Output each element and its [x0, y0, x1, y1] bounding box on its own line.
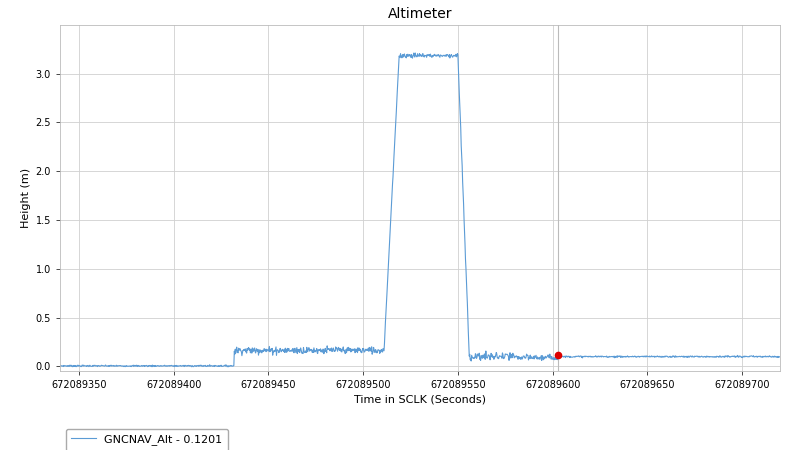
GNCNAV_Alt - 0.1201	[594, 354, 604, 360]
Title: Altimeter: Altimeter	[388, 7, 452, 21]
X-axis label: Time in SCLK (Seconds): Time in SCLK (Seconds)	[354, 395, 486, 405]
GNCNAV_Alt - 0.1201	[277, 349, 286, 355]
GNCNAV_Alt - 0.1201	[774, 354, 784, 360]
GNCNAV_Alt - 0.1201	[642, 353, 651, 359]
Line: GNCNAV_Alt - 0.1201: GNCNAV_Alt - 0.1201	[60, 53, 779, 367]
GNCNAV_Alt - 0.1201	[55, 363, 65, 368]
Legend: GNCNAV_Alt - 0.1201: GNCNAV_Alt - 0.1201	[66, 429, 228, 450]
GNCNAV_Alt - 0.1201	[187, 364, 197, 369]
GNCNAV_Alt - 0.1201	[255, 349, 265, 354]
GNCNAV_Alt - 0.1201	[458, 163, 467, 168]
Y-axis label: Height (m): Height (m)	[22, 168, 31, 228]
GNCNAV_Alt - 0.1201	[76, 364, 86, 369]
GNCNAV_Alt - 0.1201	[410, 50, 420, 56]
